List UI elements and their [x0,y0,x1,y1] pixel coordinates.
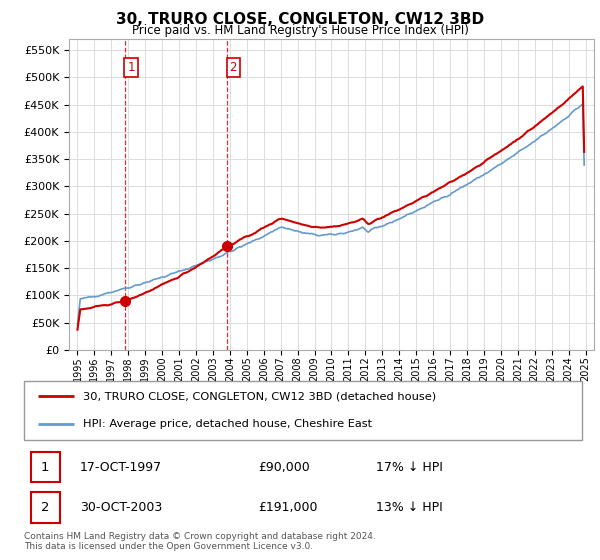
Text: 30, TRURO CLOSE, CONGLETON, CW12 3BD: 30, TRURO CLOSE, CONGLETON, CW12 3BD [116,12,484,27]
Text: £191,000: £191,000 [259,501,318,514]
Bar [31,492,60,522]
Text: 17-OCT-1997: 17-OCT-1997 [80,460,162,474]
Text: 2: 2 [41,501,49,514]
Text: Price paid vs. HM Land Registry's House Price Index (HPI): Price paid vs. HM Land Registry's House … [131,24,469,37]
Text: Contains HM Land Registry data © Crown copyright and database right 2024.
This d: Contains HM Land Registry data © Crown c… [24,532,376,552]
Text: 2: 2 [230,61,237,74]
Bar [31,452,60,482]
Text: 30-OCT-2003: 30-OCT-2003 [80,501,162,514]
Text: 30, TRURO CLOSE, CONGLETON, CW12 3BD (detached house): 30, TRURO CLOSE, CONGLETON, CW12 3BD (de… [83,391,436,401]
Text: 17% ↓ HPI: 17% ↓ HPI [376,460,442,474]
Text: £90,000: £90,000 [259,460,310,474]
Text: 1: 1 [41,460,49,474]
Text: 13% ↓ HPI: 13% ↓ HPI [376,501,442,514]
Text: 1: 1 [127,61,135,74]
Text: HPI: Average price, detached house, Cheshire East: HPI: Average price, detached house, Ches… [83,419,372,430]
